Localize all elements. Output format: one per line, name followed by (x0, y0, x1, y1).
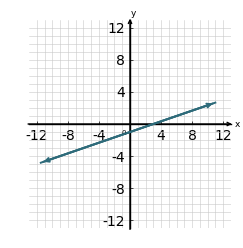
Text: y: y (130, 9, 136, 18)
Text: 0: 0 (122, 130, 126, 136)
Text: x: x (234, 120, 240, 128)
